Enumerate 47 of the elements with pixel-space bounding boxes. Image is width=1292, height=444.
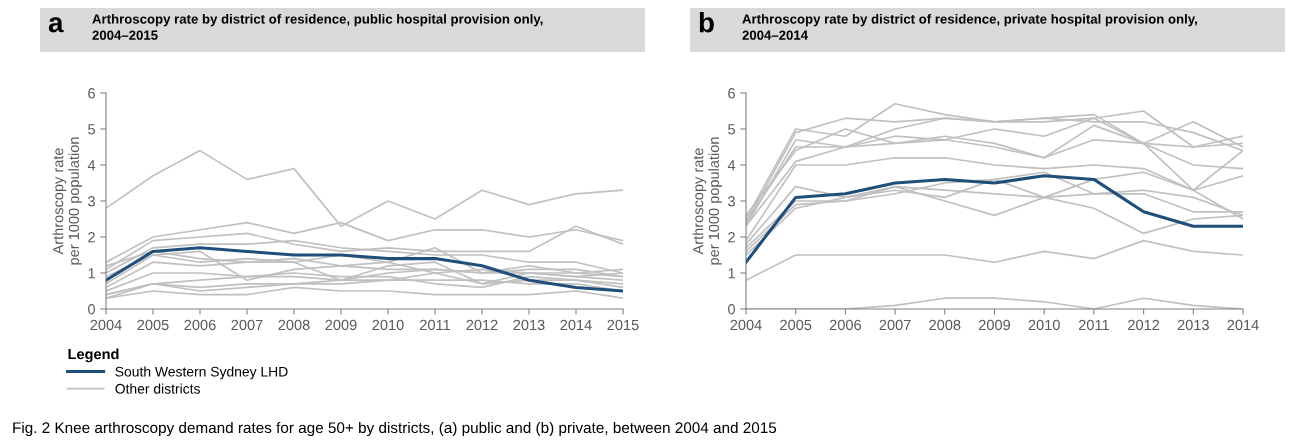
legend-label: Other districts [115, 383, 200, 394]
x-tick-label: 2014 [560, 319, 592, 331]
y-tick-label: 1 [728, 268, 735, 279]
y-axis-title: Arthroscopy rate per 1000 population [52, 137, 82, 265]
y-tick-label: 5 [728, 124, 735, 135]
x-tick-label: 2009 [979, 319, 1011, 331]
chart-title: Arthroscopy rate by district of residence, public hospital provision only, 2004–2015 [92, 14, 543, 40]
x-tick-label: 2011 [1078, 319, 1109, 331]
x-tick-label: 2004 [90, 319, 122, 331]
x-tick-label: 2008 [929, 319, 961, 331]
x-tick-label: 2014 [1227, 319, 1259, 331]
y-tick-label: 1 [88, 268, 95, 279]
x-tick-label: 2006 [184, 319, 216, 331]
legend-title: Legend [68, 348, 119, 363]
x-tick-label: 2015 [607, 319, 639, 331]
y-tick-label: 3 [88, 196, 95, 207]
x-tick-label: 2012 [466, 319, 498, 331]
y-tick-label: 4 [87, 160, 96, 171]
x-tick-label: 2013 [1177, 319, 1209, 331]
y-tick-label: 2 [88, 232, 95, 243]
x-tick-label: 2004 [730, 319, 762, 331]
y-tick-label: 6 [728, 88, 735, 99]
y-tick-label: 4 [727, 160, 736, 171]
x-tick-label: 2013 [513, 319, 545, 331]
caption: Fig. 2 Knee arthroscopy demand rates for age 50+ by districts, (a) public and (b) private, between 2004 and 2015 [13, 421, 777, 437]
x-tick-label: 2007 [879, 319, 911, 331]
x-tick-label: 2011 [420, 319, 450, 331]
x-tick-label: 2010 [372, 319, 404, 331]
x-tick-label: 2010 [1028, 319, 1060, 331]
x-tick-label: 2012 [1128, 319, 1160, 331]
y-tick-label: 0 [728, 304, 736, 315]
x-tick-label: 2008 [278, 319, 310, 331]
x-tick-label: 2009 [325, 319, 357, 331]
y-tick-label: 5 [88, 124, 95, 135]
x-tick-label: 2005 [780, 319, 812, 331]
y-tick-label: 3 [728, 196, 735, 207]
y-tick-label: 6 [88, 88, 95, 99]
x-tick-label: 2007 [231, 319, 263, 331]
x-tick-label: 2006 [829, 319, 861, 331]
y-tick-label: 0 [88, 304, 96, 315]
y-tick-label: 2 [728, 232, 735, 243]
legend-label: South Western Sydney LHD [115, 366, 288, 380]
x-tick-label: 2005 [137, 319, 169, 331]
y-axis-title: Arthroscopy rate per 1000 population [692, 137, 722, 265]
text: b [699, 12, 714, 33]
text: a [48, 17, 64, 33]
chart-title: Arthroscopy rate by district of residence, private hospital provision only, 2004–2014 [742, 14, 1197, 40]
